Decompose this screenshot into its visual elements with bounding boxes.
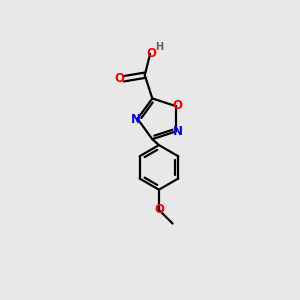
Text: N: N (173, 125, 183, 139)
Text: H: H (155, 42, 163, 52)
Text: O: O (154, 203, 164, 216)
Text: O: O (172, 99, 182, 112)
Text: O: O (147, 47, 157, 60)
Text: O: O (114, 72, 124, 85)
Text: N: N (131, 113, 141, 126)
